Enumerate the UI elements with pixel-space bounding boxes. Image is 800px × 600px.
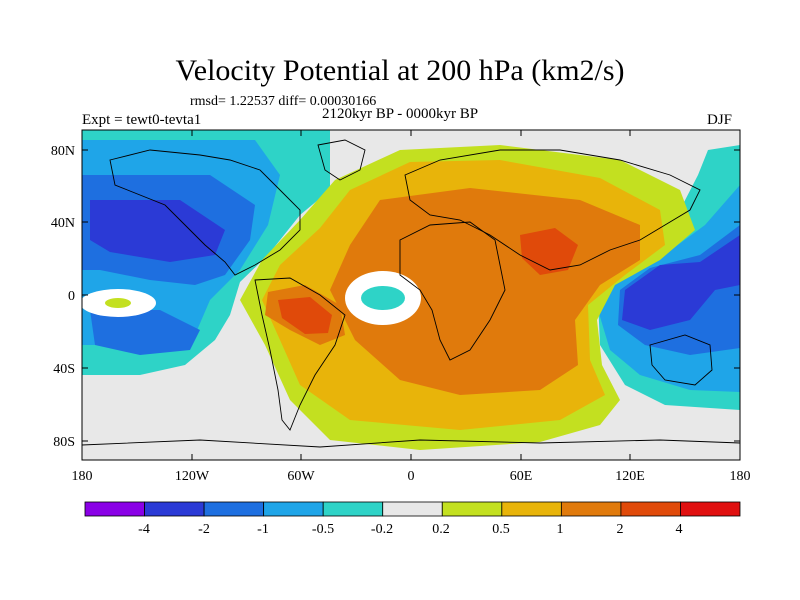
page-title: Velocity Potential at 200 hPa (km2/s) (175, 54, 625, 87)
greenland-outline (317, 139, 366, 181)
colorbar-label: -4 (138, 522, 150, 537)
contour-neg2-east (622, 235, 740, 330)
antarctica-outline (82, 439, 740, 448)
lon-tick-label: 120W (175, 469, 210, 484)
australia-outline (649, 334, 713, 386)
colorbar-label: -0.5 (312, 522, 334, 537)
lat-tick-label: 40S (53, 362, 75, 377)
contour-pos2-arabia (520, 228, 578, 275)
period-label: 2120kyr BP - 0000kyr BP (322, 106, 479, 122)
colorbar-swatch (263, 501, 324, 517)
north-america-outline (109, 149, 301, 276)
contour-pos02-east-pacific (105, 298, 131, 308)
colorbar-swatch (441, 501, 503, 517)
colorbar-label: -2 (198, 522, 210, 537)
colorbar-label: -0.2 (371, 522, 393, 537)
south-america-outline (254, 277, 346, 431)
colorbar-swatch (560, 501, 622, 517)
colorbar-swatch (84, 501, 145, 517)
season-label: DJF (707, 112, 733, 128)
colorbar-swatch (620, 501, 681, 517)
africa-outline (399, 221, 506, 361)
latitude-axis: 80N 40N 0 40S 80S (51, 144, 75, 450)
coastlines (82, 139, 740, 448)
colorbar-label: 4 (676, 522, 683, 537)
eurasia-outline (404, 149, 701, 271)
contour-pos2-south-america (278, 297, 332, 334)
lat-tick-label: 80S (53, 435, 75, 450)
colorbar-swatch (144, 501, 205, 517)
contour-neg02-atlantic (361, 286, 405, 310)
colorbar-label: 0.5 (492, 522, 510, 537)
colorbar-label: -1 (257, 522, 269, 537)
lon-tick-label: 120E (615, 469, 645, 484)
colorbar-swatch (501, 501, 562, 517)
contour-neg2-west (90, 200, 225, 262)
lon-tick-label: 0 (408, 469, 415, 484)
lon-tick-label: 60E (510, 469, 533, 484)
colorbar-label: 1 (557, 522, 564, 537)
colorbar-label: 2 (617, 522, 624, 537)
contour-field (82, 130, 740, 460)
longitude-axis: 180 120W 60W 0 60E 120E 180 (72, 469, 751, 484)
colorbar-swatch (203, 501, 265, 517)
colorbar-swatch (382, 501, 443, 517)
lat-tick-label: 80N (51, 144, 75, 159)
rmsd-diff-label: rmsd= 1.22537 diff= 0.00030166 (190, 94, 377, 109)
lat-tick-label: 40N (51, 216, 75, 231)
experiment-label: Expt = tewt0-tevta1 (82, 112, 202, 128)
colorbar-swatch (680, 501, 741, 517)
tick-marks (81, 130, 741, 460)
lat-tick-label: 0 (68, 289, 75, 304)
colorbar-swatch (322, 501, 384, 517)
colorbar-label: 0.2 (432, 522, 450, 537)
colorbar-labels: -4 -2 -1 -0.5 -0.2 0.2 0.5 1 2 4 (138, 522, 682, 537)
lon-tick-label: 60W (287, 469, 315, 484)
lon-tick-label: 180 (730, 469, 751, 484)
colorbar (84, 501, 741, 517)
contour-neg1-southwest (90, 310, 200, 355)
lon-tick-label: 180 (72, 469, 93, 484)
